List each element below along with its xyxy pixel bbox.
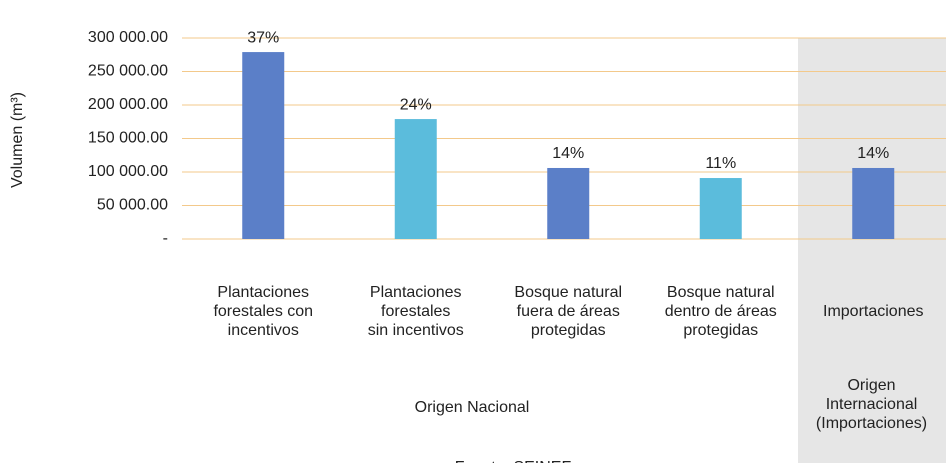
y-axis-label: Volumen (m³) <box>9 92 26 188</box>
y-tick-label: 250 000.00 <box>88 63 168 80</box>
bar <box>852 167 895 239</box>
group-label: Origen Nacional <box>414 399 530 416</box>
group-shade <box>798 38 946 463</box>
x-tick-label: Plantaciones forestales con incentivos <box>213 284 314 339</box>
x-tick-label: Plantaciones forestales sin incentivos <box>367 284 464 339</box>
data-label: 24% <box>400 96 432 113</box>
bar <box>242 52 285 239</box>
data-label: 14% <box>857 145 889 162</box>
data-label: 11% <box>705 155 736 172</box>
source: Fuente: SEINEF <box>455 459 572 463</box>
y-tick-label: 100 000.00 <box>88 163 168 180</box>
y-tick-label: - <box>163 230 168 247</box>
data-label: 37% <box>247 29 279 46</box>
bar <box>394 119 437 239</box>
bar <box>547 167 590 239</box>
x-tick-label: Bosque natural dentro de áreas protegida… <box>664 284 777 339</box>
group-label: Origen Internacional (Importaciones) <box>815 377 928 432</box>
y-tick-label: 300 000.00 <box>88 29 168 46</box>
y-tick-label: 50 000.00 <box>97 197 168 214</box>
x-tick-label: Bosque natural fuera de áreas protegidas <box>514 284 623 339</box>
y-tick-label: 200 000.00 <box>88 96 168 113</box>
bar <box>699 178 742 239</box>
y-tick-label: 150 000.00 <box>88 130 168 147</box>
data-label: 14% <box>552 145 584 162</box>
x-tick-label: Importaciones <box>823 303 924 320</box>
